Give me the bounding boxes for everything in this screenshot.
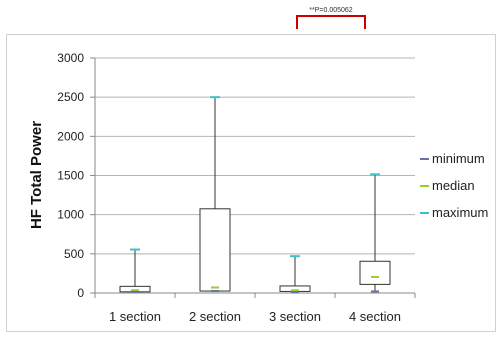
y-tick-label-2000: 2000: [57, 129, 84, 143]
significance-label: **P=0.005062: [309, 7, 353, 14]
significance-bracket: **P=0.005062: [296, 7, 366, 29]
category-label-3: 3 section: [269, 309, 321, 324]
y-tick-label-1500: 1500: [57, 169, 84, 183]
box-layer: [119, 96, 391, 294]
legend-label: minimum: [432, 151, 485, 166]
grid-layer: [90, 57, 416, 298]
box-1: [119, 248, 151, 293]
category-label-4: 4 section: [349, 309, 401, 324]
y-axis-title: HF Total Power: [28, 121, 45, 229]
y-tick-label-1000: 1000: [57, 208, 84, 222]
legend-item-maximum: maximum: [420, 205, 488, 220]
legend-label: median: [432, 178, 475, 193]
box-3: [279, 255, 311, 294]
legend-item-minimum: minimum: [420, 151, 485, 166]
box-body: [359, 260, 391, 285]
y-tick-label-0: 0: [77, 286, 84, 300]
y-tick-label-3000: 3000: [57, 51, 84, 65]
chart-frame: [6, 34, 496, 332]
y-tick-labels: 0 500 1000 1500 2000 2500 3000: [57, 51, 84, 300]
significance-bracket-line: [296, 15, 366, 29]
y-tick-label-2500: 2500: [57, 90, 84, 104]
legend-label: maximum: [432, 205, 488, 220]
legend: minimum median maximum: [420, 151, 488, 220]
category-label-2: 2 section: [189, 309, 241, 324]
box-2: [199, 96, 231, 293]
box-body: [199, 208, 231, 292]
y-tick-label-500: 500: [64, 247, 84, 261]
legend-item-median: median: [420, 178, 475, 193]
box-4: [359, 173, 391, 293]
category-label-1: 1 section: [109, 309, 161, 324]
category-labels: 1 section 2 section 3 section 4 section: [109, 309, 401, 324]
